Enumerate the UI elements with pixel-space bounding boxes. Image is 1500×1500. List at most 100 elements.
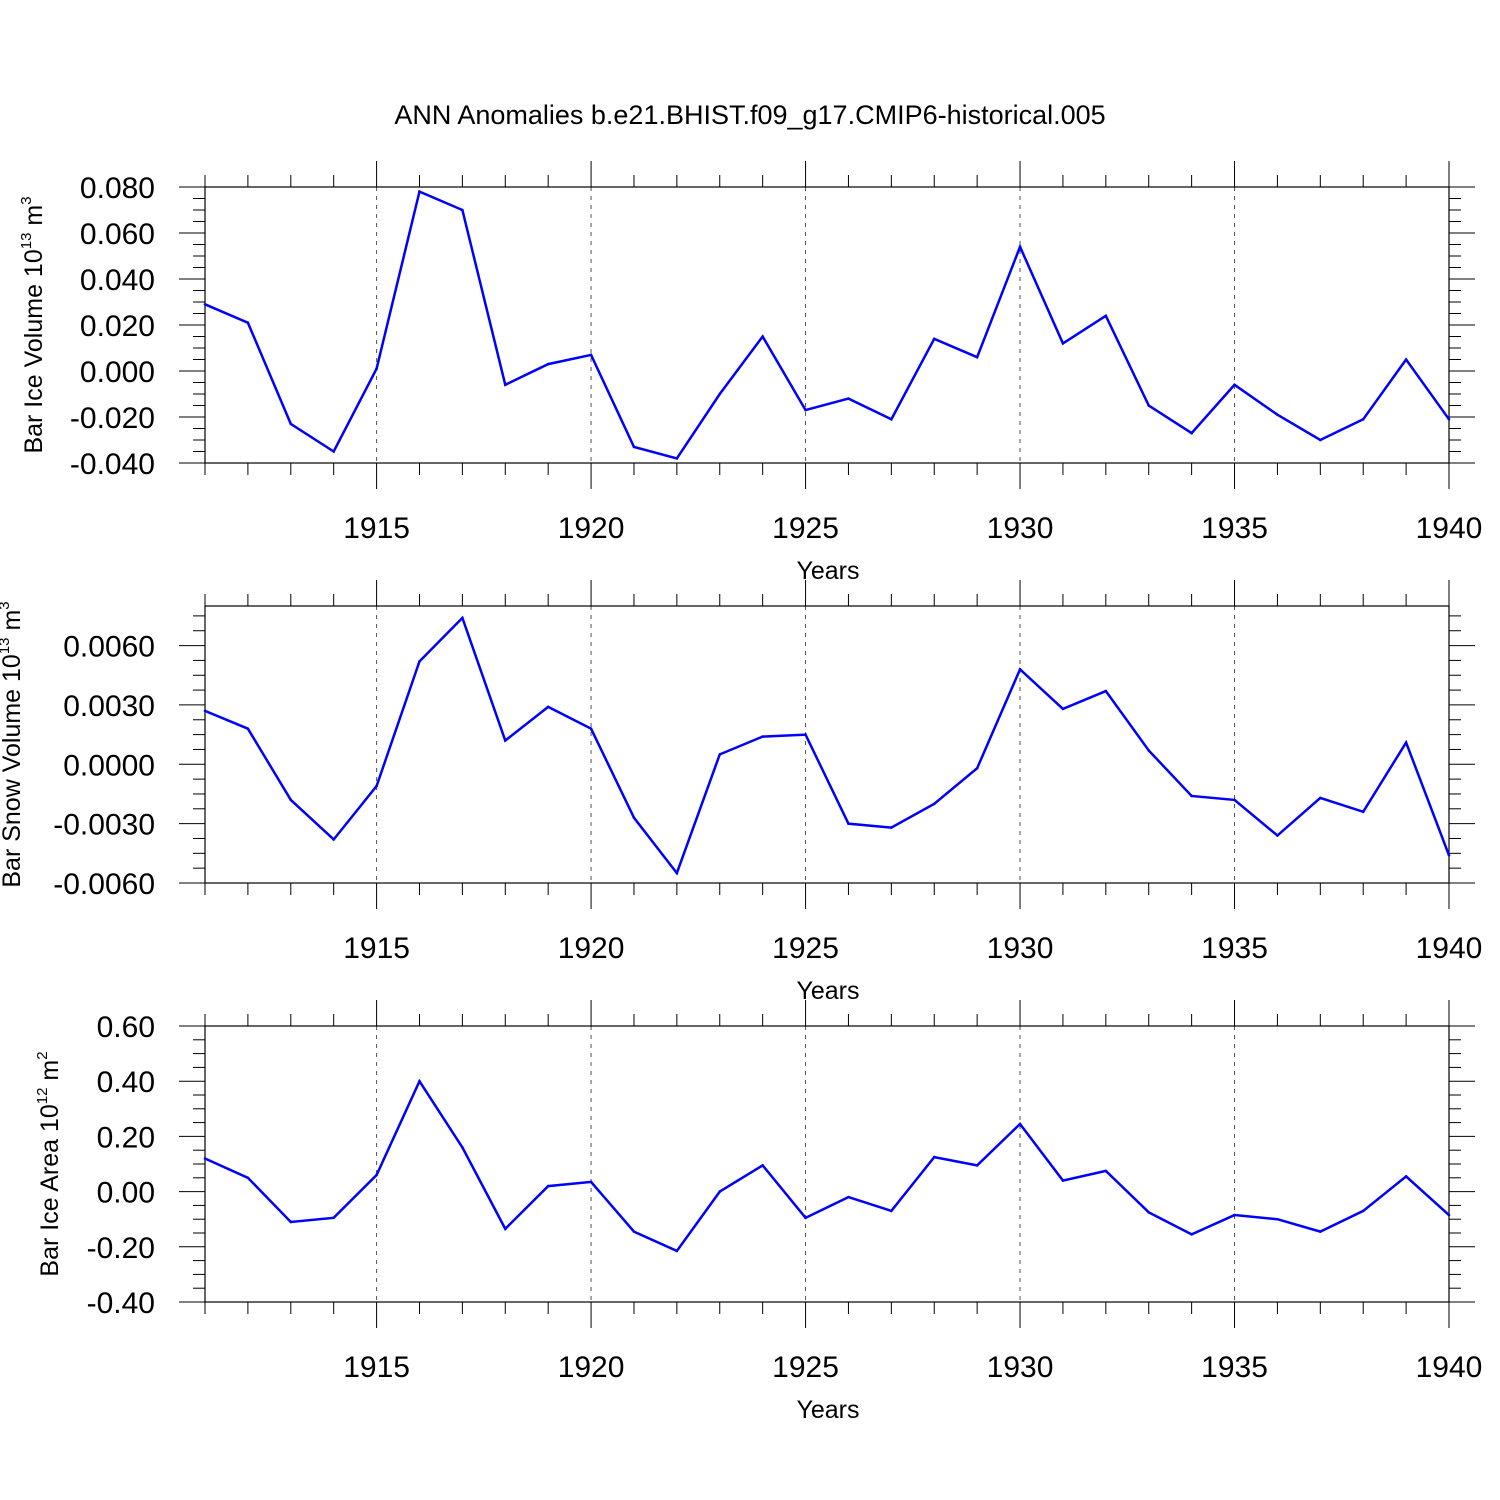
data-point-1926 [847, 1195, 850, 1199]
data-point-1917 [461, 616, 464, 620]
data-point-1933 [1147, 404, 1151, 407]
data-point-1937 [1319, 438, 1322, 442]
y-tick-label: -0.040 [70, 448, 155, 481]
data-point-1924 [761, 335, 764, 338]
data-point-1924 [761, 1164, 764, 1167]
data-point-1918 [503, 383, 507, 387]
y-tick-label: 0.0060 [63, 631, 155, 664]
x-tick-label: 1940 [1416, 1351, 1483, 1384]
data-point-1939 [1404, 1175, 1408, 1178]
y-axis-label-unit-exponent: 2 [34, 1051, 51, 1059]
x-axis-label: Years [796, 977, 859, 1005]
data-point-1940 [1447, 1213, 1451, 1217]
data-point-1929 [975, 1164, 979, 1167]
data-point-1915 [375, 784, 378, 788]
y-axis-label-exponent: 13 [18, 233, 35, 250]
y-tick-label: 0.000 [80, 356, 155, 389]
data-point-1925 [804, 733, 807, 736]
y-tick-label: 0.040 [80, 264, 155, 297]
y-tick-label: 0.20 [97, 1121, 155, 1154]
y-axis-label: Bar Ice Area 1012 m2 [34, 1051, 64, 1276]
y-axis-label-unit: m [0, 610, 26, 638]
x-tick-label: 1920 [558, 1351, 625, 1384]
data-point-1912 [246, 321, 250, 325]
plot-frame [204, 605, 1450, 884]
data-point-1923 [718, 1190, 722, 1193]
series-line [204, 189, 1451, 460]
x-axis-label: Years [796, 557, 859, 585]
data-point-1914 [332, 450, 335, 453]
x-tick-label: 1930 [987, 932, 1054, 965]
x-tick-label: 1935 [1201, 1351, 1268, 1384]
data-point-1938 [1361, 810, 1365, 814]
y-tick-label: 0.40 [97, 1066, 155, 1099]
x-tick-label: 1940 [1416, 512, 1483, 545]
y-axis-label-exponent: 13 [0, 637, 13, 654]
y-axis-label-unit-exponent: 3 [0, 601, 13, 609]
data-point-1923 [718, 753, 722, 756]
data-point-1937 [1319, 796, 1322, 800]
data-point-1911 [203, 1157, 207, 1160]
y-axis-label-unit-exponent: 3 [18, 196, 35, 204]
data-point-1919 [546, 362, 550, 366]
data-point-1932 [1104, 1169, 1108, 1173]
data-point-1929 [975, 355, 979, 359]
x-tick-label: 1915 [343, 1351, 410, 1384]
y-tick-label: 0.080 [80, 172, 155, 205]
data-point-1915 [375, 1173, 378, 1177]
data-point-1911 [203, 709, 207, 713]
y-tick-label: 0.060 [80, 218, 155, 251]
x-tick-label: 1915 [343, 512, 410, 545]
data-point-1920 [589, 1180, 593, 1184]
y-tick-label: -0.0030 [53, 809, 155, 842]
x-tick-label: 1925 [772, 932, 839, 965]
data-point-1916 [418, 660, 421, 663]
data-point-1911 [203, 303, 207, 306]
data-point-1935 [1233, 798, 1236, 802]
data-point-1939 [1404, 741, 1408, 744]
plot-frame [204, 1025, 1450, 1303]
data-point-1921 [632, 445, 636, 449]
y-tick-label: 0.020 [80, 310, 155, 343]
data-point-1920 [589, 353, 593, 357]
data-point-1912 [246, 1176, 250, 1180]
data-point-1927 [890, 826, 893, 829]
chart-panel-1: -0.040 -0.020 0.000 0.020 0.040 0.060 0.080 191… [18, 161, 1482, 585]
x-axis-label: Years [796, 1396, 859, 1424]
chart-panel-2: -0.0060 -0.0030 0.0000 0.0030 0.0060 1915 1920… [0, 580, 1482, 1005]
y-axis-label-main: Bar Ice Volume 10 [20, 249, 48, 453]
data-point-1920 [589, 727, 593, 730]
y-axis-label-unit: m [20, 205, 48, 233]
data-point-1917 [461, 208, 464, 212]
y-tick-label: -0.0060 [53, 868, 155, 901]
data-point-1935 [1233, 1213, 1236, 1217]
chart-panel-3: -0.40 -0.20 0.00 0.20 0.40 0.60 1915 1920 1925 19… [34, 1000, 1482, 1424]
data-point-1940 [1447, 418, 1451, 421]
data-point-1918 [503, 1227, 507, 1231]
x-tick-label: 1915 [343, 932, 410, 965]
data-point-1916 [418, 1079, 421, 1083]
y-axis-label-unit: m [36, 1060, 64, 1088]
y-tick-label: 0.00 [97, 1177, 155, 1210]
data-point-1919 [546, 1184, 550, 1188]
data-point-1928 [932, 337, 936, 341]
data-point-1932 [1104, 314, 1108, 318]
data-point-1914 [332, 838, 335, 841]
panels: -0.040 -0.020 0.000 0.020 0.040 0.060 0.080 191… [0, 161, 1482, 1424]
data-point-1931 [1061, 342, 1065, 345]
x-tick-label: 1935 [1201, 932, 1268, 965]
data-point-1930 [1018, 245, 1022, 249]
data-point-1912 [246, 727, 250, 730]
data-point-1913 [289, 798, 293, 802]
data-point-1932 [1104, 689, 1108, 693]
x-tick-label: 1940 [1416, 932, 1483, 965]
y-tick-label: 0.60 [97, 1011, 155, 1044]
y-axis-label-exponent: 12 [34, 1088, 51, 1105]
data-point-1913 [289, 422, 293, 426]
data-point-1924 [761, 735, 764, 738]
y-axis-label-main: Bar Ice Area 10 [36, 1104, 64, 1276]
data-point-1917 [461, 1146, 464, 1149]
data-point-1936 [1276, 413, 1279, 417]
x-tick-label: 1925 [772, 1351, 839, 1384]
